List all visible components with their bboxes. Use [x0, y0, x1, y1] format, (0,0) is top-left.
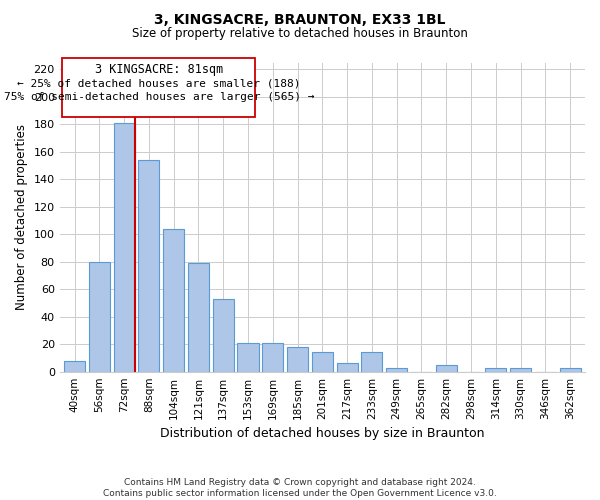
Text: 3 KINGSACRE: 81sqm: 3 KINGSACRE: 81sqm — [95, 63, 223, 76]
Bar — [238, 343, 259, 372]
Bar — [287, 347, 308, 372]
Bar — [436, 365, 457, 372]
Text: ← 25% of detached houses are smaller (188): ← 25% of detached houses are smaller (18… — [17, 78, 301, 88]
Bar — [312, 352, 333, 372]
Text: 75% of semi-detached houses are larger (565) →: 75% of semi-detached houses are larger (… — [4, 92, 314, 102]
Bar — [361, 352, 382, 372]
Text: 3, KINGSACRE, BRAUNTON, EX33 1BL: 3, KINGSACRE, BRAUNTON, EX33 1BL — [154, 12, 446, 26]
Bar — [163, 229, 184, 372]
Bar — [386, 368, 407, 372]
Bar — [113, 123, 134, 372]
Bar — [337, 364, 358, 372]
Bar — [212, 299, 234, 372]
Bar — [188, 263, 209, 372]
Bar — [139, 160, 160, 372]
Text: Contains HM Land Registry data © Crown copyright and database right 2024.
Contai: Contains HM Land Registry data © Crown c… — [103, 478, 497, 498]
Bar — [485, 368, 506, 372]
Bar — [89, 262, 110, 372]
Y-axis label: Number of detached properties: Number of detached properties — [15, 124, 28, 310]
FancyBboxPatch shape — [62, 58, 256, 118]
Bar — [560, 368, 581, 372]
Bar — [262, 343, 283, 372]
Bar — [510, 368, 531, 372]
Bar — [64, 360, 85, 372]
Text: Size of property relative to detached houses in Braunton: Size of property relative to detached ho… — [132, 28, 468, 40]
X-axis label: Distribution of detached houses by size in Braunton: Distribution of detached houses by size … — [160, 427, 485, 440]
